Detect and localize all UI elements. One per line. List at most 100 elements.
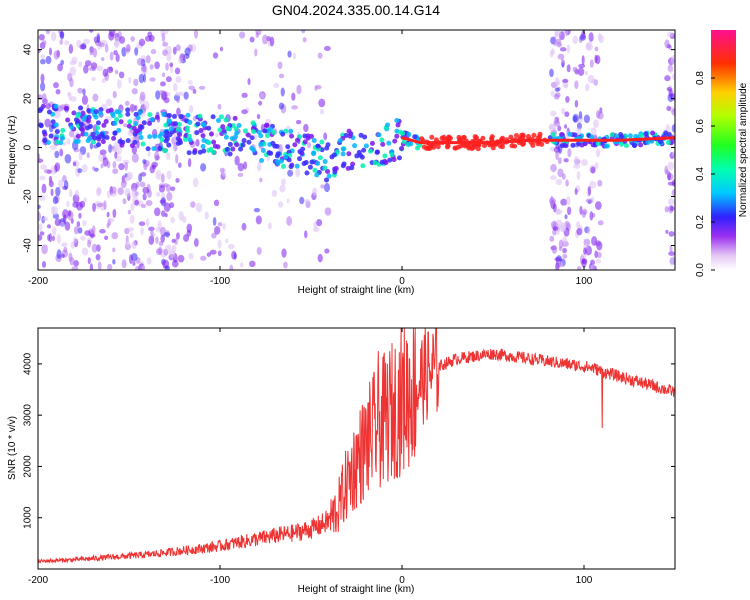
spectrogram-y-axis-label: Frequency (Hz) [7, 116, 18, 185]
spectrogram-cell [324, 248, 330, 254]
spectrogram-cell [394, 117, 400, 123]
spectrogram-cell [668, 89, 673, 98]
spectrogram-cell [114, 151, 118, 159]
spectrogram-cell [251, 129, 257, 135]
spectrogram-cell [160, 81, 166, 87]
spectrogram-cell [110, 113, 116, 119]
spectrogram-cell [234, 142, 240, 148]
spectrogram-cell [54, 150, 60, 159]
spectrogram-cell [278, 158, 284, 164]
spectrogram-cell [83, 38, 90, 45]
spectrogram-cell [566, 196, 571, 206]
spectrogram-cell [480, 135, 486, 141]
spectrogram-cell [159, 89, 165, 96]
spectrogram-cell [379, 159, 385, 165]
y-tick-label: 2000 [23, 455, 34, 478]
spectrogram-cell [200, 121, 206, 127]
x-tick-label: 0 [399, 575, 405, 586]
spectrogram-cell [116, 127, 122, 133]
spectrogram-cell [581, 208, 588, 215]
spectrogram-cell [40, 58, 46, 65]
spectrogram-cell [163, 183, 169, 188]
spectrogram-cell [40, 81, 46, 92]
spectrogram-cell [297, 149, 303, 155]
spectrogram-cell [313, 227, 320, 233]
spectrogram-cell [210, 114, 216, 120]
spectrogram-cell [594, 46, 599, 52]
spectrogram-cell [603, 143, 609, 149]
spectrogram-cell [259, 157, 265, 163]
spectrogram-cell [584, 83, 590, 92]
spectrogram-cell [317, 155, 323, 161]
spectrogram-cell [331, 152, 337, 158]
spectrogram-cell [113, 50, 118, 56]
spectrogram-cell [67, 92, 71, 97]
spectrogram-cell [45, 103, 51, 110]
spectrogram-cell [270, 140, 276, 146]
spectrogram-cell [172, 121, 178, 127]
spectrogram-cell [157, 145, 163, 151]
spectrogram-cell [369, 140, 375, 146]
spectrogram-cell [126, 171, 134, 181]
spectrogram-cell [557, 125, 562, 132]
spectrogram-cell [84, 125, 90, 131]
colorbar-tick-label: 0.8 [695, 71, 706, 85]
spectrogram-cell [131, 241, 137, 250]
spectrogram-cell [667, 171, 672, 181]
spectrogram-cell [78, 126, 84, 132]
spectrogram-cell [70, 96, 77, 102]
spectrogram-cell [125, 107, 131, 113]
spectrogram-cell [572, 35, 579, 45]
spectrogram-cell [64, 221, 71, 231]
spectrogram-cell [670, 54, 675, 65]
spectrogram-cell [95, 253, 101, 261]
spectrogram-cell [73, 117, 79, 123]
spectrogram-cell [77, 87, 84, 94]
spectrogram-cell [82, 88, 86, 96]
spectrogram-cell [552, 36, 557, 47]
spectrogram-cell [590, 259, 595, 266]
spectrogram-cell [124, 100, 130, 106]
spectrogram-cell [200, 133, 206, 139]
spectrogram-cell [96, 202, 104, 207]
spectrogram-cell [186, 150, 192, 156]
spectrogram-cell [148, 226, 155, 232]
spectrogram-cell [183, 234, 190, 242]
spectrogram-cell [564, 214, 568, 220]
spectrogram-cell [294, 137, 300, 143]
spectrogram-cell [108, 30, 116, 37]
spectrogram-cell [138, 134, 144, 140]
x-tick-label: -100 [210, 276, 230, 287]
spectrogram-cell [130, 252, 138, 262]
spectrogram-cell [92, 166, 96, 171]
spectrogram-cell [89, 263, 94, 270]
spectrogram-cell [583, 247, 587, 255]
spectrogram-cell [320, 184, 325, 189]
spectrogram-cell [665, 169, 670, 174]
snr-frame [37, 327, 676, 570]
spectrogram-cell [559, 47, 567, 52]
spectrogram-cell [631, 142, 637, 148]
spectrogram-cell [240, 142, 246, 148]
spectrogram-cell [576, 220, 581, 229]
x-tick-label: 100 [576, 575, 593, 586]
spectrogram-cell [278, 102, 285, 110]
spectrogram-cell [241, 92, 248, 98]
spectrogram-cell [304, 230, 308, 239]
spectrogram-cell [262, 128, 268, 134]
spectrogram-cell [38, 223, 43, 232]
spectrogram-cell [658, 139, 664, 145]
spectrogram-cell [323, 182, 331, 193]
spectrogram-cell [152, 133, 158, 139]
x-tick-label: 100 [576, 276, 593, 287]
spectrogram-cell [177, 162, 182, 168]
spectrogram-cell [589, 59, 594, 68]
spectrogram-cell [323, 45, 331, 52]
spectrogram-cell [595, 141, 601, 147]
spectrogram-cell [38, 106, 44, 112]
spectrogram-cell [109, 51, 114, 61]
spectrogram-cell [81, 164, 88, 173]
spectrogram-cell [147, 151, 151, 158]
spectrogram-cell [562, 78, 569, 83]
